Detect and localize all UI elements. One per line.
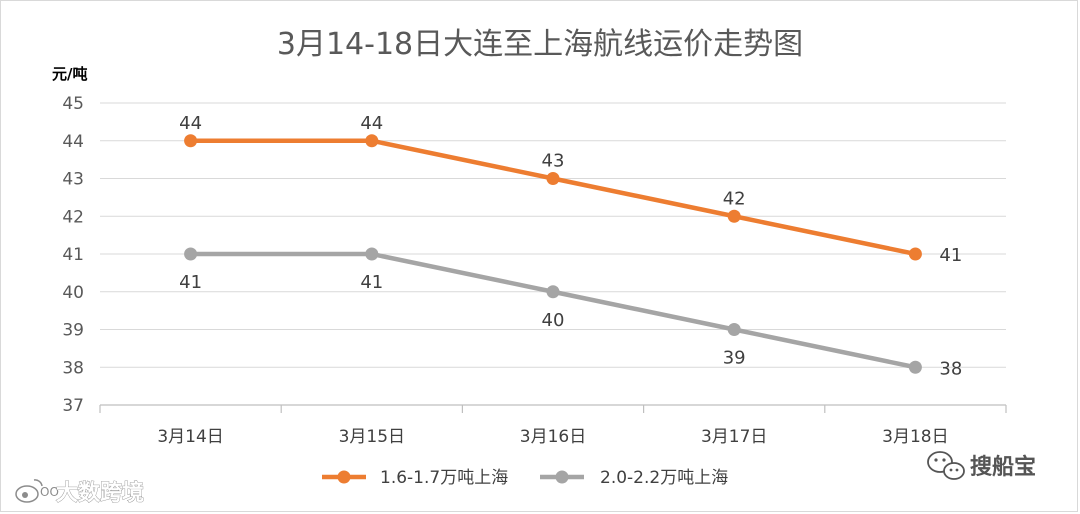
data-point <box>727 209 741 223</box>
legend-swatch-marker <box>555 470 569 484</box>
data-point <box>546 172 560 185</box>
legend-label: 2.0-2.2万吨上海 <box>600 468 728 488</box>
y-tick-label: 37 <box>62 396 84 416</box>
data-point <box>365 134 379 148</box>
data-label: 41 <box>179 272 202 293</box>
y-tick-label: 45 <box>62 94 84 114</box>
data-label: 42 <box>723 188 746 209</box>
wechat-logo-icon <box>927 451 965 480</box>
y-tick-label: 41 <box>62 245 84 265</box>
y-axis-unit-label: 元/吨 <box>52 65 87 83</box>
chart-title: 3月14-18日大连至上海航线运价走势图 <box>277 27 803 62</box>
legend: 1.6-1.7万吨上海 2.0-2.2万吨上海 <box>322 468 728 488</box>
x-axis: 3月14日 3月15日 3月16日 3月17日 3月18日 <box>99 404 1007 447</box>
data-point <box>727 323 741 336</box>
watermark-left: OO 大数跨境 <box>15 479 144 506</box>
data-label: 39 <box>723 348 746 369</box>
watermark-right: 搜船宝 <box>927 451 1036 480</box>
x-tick-label: 3月16日 <box>520 427 586 447</box>
data-label: 40 <box>542 310 565 331</box>
data-label: 43 <box>542 151 565 172</box>
series-group: 44 44 43 42 41 41 41 40 39 38 <box>179 113 962 380</box>
data-point <box>546 285 560 299</box>
data-point <box>908 247 922 261</box>
data-label: 38 <box>939 358 962 379</box>
y-tick-label: 44 <box>62 132 84 152</box>
x-tick-label: 3月14日 <box>157 427 223 447</box>
watermark-left-text: 大数跨境 <box>56 480 144 506</box>
y-tick-label: 43 <box>62 170 84 190</box>
data-point <box>184 134 198 148</box>
data-label: 41 <box>939 245 962 266</box>
data-point <box>184 247 198 261</box>
data-label: 41 <box>360 272 383 293</box>
legend-swatch-marker <box>337 470 351 484</box>
data-point <box>908 360 922 374</box>
y-tick-label: 40 <box>62 283 84 303</box>
weibo-logo-icon: OO <box>15 479 59 503</box>
data-point <box>365 247 379 261</box>
y-tick-label: 39 <box>62 321 84 341</box>
x-tick-label: 3月15日 <box>339 427 405 447</box>
x-tick-label: 3月17日 <box>701 427 767 447</box>
x-tick-label: 3月18日 <box>882 427 948 447</box>
data-label: 44 <box>179 113 202 134</box>
legend-label: 1.6-1.7万吨上海 <box>380 468 508 488</box>
y-tick-label: 38 <box>62 358 84 378</box>
y-tick-label: 42 <box>62 207 84 227</box>
data-label: 44 <box>360 113 383 134</box>
watermark-right-text: 搜船宝 <box>970 454 1036 480</box>
svg-text:OO: OO <box>40 485 59 499</box>
y-axis-tick-labels: 37 38 39 40 41 42 43 44 45 <box>62 94 84 416</box>
